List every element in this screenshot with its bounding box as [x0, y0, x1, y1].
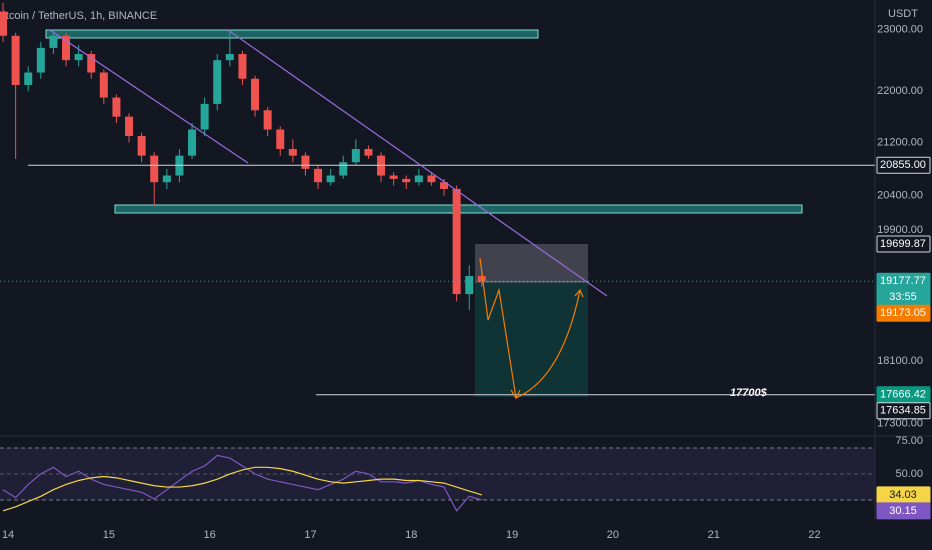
x-tick-label: 20 [607, 529, 619, 541]
candle-body [188, 129, 197, 156]
chart-title: Bitcoin / TetherUS, 1h, BINANCE [0, 10, 157, 22]
candle-body [87, 54, 96, 73]
x-tick-label: 19 [506, 529, 518, 541]
candle-body [49, 35, 58, 48]
price-label: 17634.85 [880, 405, 926, 417]
y-tick-label: 18100.00 [877, 355, 923, 367]
candle-body [427, 175, 436, 183]
candle-body [36, 47, 45, 73]
y-tick-label: 19900.00 [877, 224, 923, 236]
price-label: 19173.05 [880, 307, 926, 319]
y-tick-label: 50.00 [895, 468, 923, 480]
price-label-box [876, 402, 931, 420]
y-tick-label: 22000.00 [877, 85, 923, 97]
price-label: 30.15 [889, 505, 917, 517]
x-tick-label: 16 [204, 529, 216, 541]
y-tick-label: 21200.00 [877, 136, 923, 148]
candle-body [251, 78, 260, 111]
x-tick-label: 21 [708, 529, 720, 541]
candle-body [288, 149, 297, 156]
price-label: 19699.87 [880, 238, 926, 250]
candle-body [125, 116, 134, 136]
price-label-box [876, 502, 931, 520]
y-axis-label: USDT [888, 8, 918, 20]
candle-body [225, 54, 234, 61]
candle-body [263, 110, 272, 130]
x-tick-label: 22 [808, 529, 820, 541]
resistance-zone [45, 29, 539, 39]
candle-body [414, 175, 423, 183]
candle-body [112, 97, 121, 117]
trend-line [227, 29, 608, 297]
candle-body [351, 149, 360, 163]
candle-body [402, 178, 411, 183]
y-tick-label: 75.00 [895, 435, 923, 447]
x-tick-label: 17 [304, 529, 316, 541]
candle-body [326, 175, 335, 183]
y-tick-label: 17300.00 [877, 418, 923, 430]
x-tick-label: 14 [2, 529, 14, 541]
candle-body [74, 54, 83, 61]
y-tick-label: 23000.00 [877, 24, 923, 36]
candle-body [11, 35, 20, 85]
target-zone [475, 283, 588, 397]
x-tick-label: 18 [405, 529, 417, 541]
candle-body [238, 54, 247, 79]
candle-body [99, 72, 108, 98]
annotation: 17700$ [730, 387, 768, 399]
price-label: 19177.77 [880, 275, 926, 287]
candle-body [200, 103, 209, 130]
price-label: 17666.42 [880, 389, 926, 401]
projection-arrow [479, 257, 581, 399]
candle-body [364, 149, 373, 156]
candle-body [339, 162, 348, 176]
stop-zone [475, 244, 588, 283]
y-tick-label: 20400.00 [877, 190, 923, 202]
price-label: 20855.00 [880, 159, 926, 171]
candle-body [301, 155, 310, 169]
price-label-box [876, 235, 931, 253]
candle-body [162, 175, 171, 183]
candle-body [62, 35, 71, 61]
candle-body [0, 11, 8, 36]
price-label: 33:55 [889, 291, 917, 303]
rsi-line [2, 466, 483, 512]
candle-body [440, 182, 449, 189]
arrow-head [510, 288, 584, 400]
candle-body [150, 155, 159, 183]
candle-body [389, 175, 398, 179]
price-label-box [876, 304, 931, 322]
price-label: 34.03 [889, 489, 917, 501]
x-tick-label: 15 [103, 529, 115, 541]
candle-body [314, 168, 323, 183]
price-label-box [876, 156, 931, 174]
candle-body [276, 129, 285, 150]
rsi-line [2, 454, 483, 512]
candle-body [213, 60, 222, 104]
candle-body [452, 188, 461, 295]
candle-body [24, 72, 33, 85]
candle-body [465, 275, 474, 295]
candle-body [477, 275, 486, 282]
candle-body [137, 135, 146, 156]
trend-line [49, 29, 249, 164]
